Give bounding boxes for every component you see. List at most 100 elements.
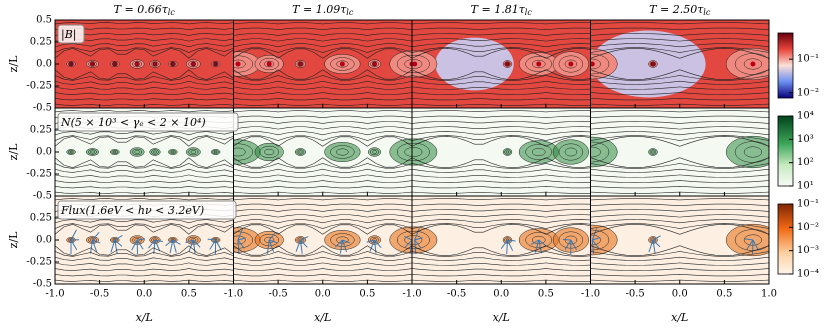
x-tick-label: -1.0: [224, 289, 243, 300]
field-line: [233, 75, 412, 81]
island-contour: [210, 61, 221, 67]
island-contour: [412, 147, 423, 157]
island-contour: [110, 61, 120, 67]
colorbar-tick-label: 10³: [797, 134, 814, 145]
flux-streak: [172, 239, 181, 245]
flux-streak: [648, 239, 654, 253]
field-line: [233, 48, 412, 59]
island-contour: [88, 149, 97, 155]
field-line: [412, 98, 591, 101]
x-tick-label: 0.5: [716, 289, 732, 300]
flux-streak: [530, 239, 539, 245]
field-line: [590, 256, 769, 261]
island-contour: [330, 57, 355, 71]
flux-streak: [92, 239, 98, 253]
field-line: [590, 214, 769, 218]
island-core: [339, 61, 345, 67]
y-tick-label: 0.25: [30, 37, 52, 48]
field-line: [233, 224, 412, 235]
island-contour: [590, 136, 618, 168]
column-title-main: T = 1.81τ: [471, 3, 526, 16]
colorbar-tick-label: 10⁻³: [797, 245, 819, 256]
flux-streak: [237, 228, 244, 241]
x-tick-label: 0.0: [136, 289, 152, 300]
field-line: [233, 33, 412, 36]
island: [412, 50, 437, 78]
field-line: [55, 98, 234, 101]
y-tick-label: 0.0: [36, 59, 52, 70]
island-contour: [372, 62, 377, 66]
y-tick-label: 0.0: [36, 235, 52, 246]
panel: [412, 196, 591, 284]
flux-streak: [92, 231, 100, 241]
island: [590, 225, 618, 255]
island-contour: [233, 59, 246, 69]
island-contour: [368, 147, 382, 157]
flux-streak: [114, 239, 118, 254]
colorbar-tick-label: 10²: [797, 157, 814, 168]
field-line: [412, 80, 591, 85]
island-core: [89, 61, 95, 67]
field-line: [55, 86, 234, 90]
x-tick-label: -1.0: [45, 289, 64, 300]
colorbar-tick-label: 10⁻¹: [797, 199, 819, 210]
colorbar: [777, 203, 794, 275]
field-line: [412, 27, 591, 30]
field-line: [55, 224, 234, 235]
field-line: [233, 274, 412, 277]
island-contour: [90, 62, 95, 66]
field-line: [412, 268, 591, 271]
field-line: [55, 168, 234, 173]
x-axis-label: x/L: [314, 311, 331, 324]
island-core: [170, 61, 176, 67]
field-line: [590, 115, 769, 118]
island-contour: [525, 232, 553, 248]
field-line: [590, 135, 769, 141]
field-line: [233, 121, 412, 124]
flux-streak: [131, 239, 138, 251]
island-contour: [734, 141, 769, 163]
field-line: [55, 157, 234, 168]
panel: [233, 20, 412, 108]
flux-streak: [752, 239, 759, 251]
island-contour: [531, 235, 546, 245]
field-line: [55, 136, 234, 147]
island: [726, 136, 769, 168]
field-line: [590, 219, 769, 224]
flux-streak: [414, 228, 420, 241]
colorbar-tick-label: 10⁻⁴: [797, 269, 819, 280]
field-line: [55, 198, 234, 201]
island-contour: [168, 61, 178, 67]
field-line: [412, 86, 591, 90]
flux-streak: [570, 239, 577, 251]
flux-streak: [744, 238, 754, 241]
field-line: [590, 80, 769, 85]
island-contour: [396, 230, 412, 250]
field-line: [233, 92, 412, 95]
island-contour: [412, 142, 430, 162]
panel: [590, 108, 769, 196]
flux-streak: [414, 237, 423, 241]
island-contour: [330, 145, 355, 159]
flux-streak: [335, 239, 343, 248]
flux-streak: [114, 239, 123, 247]
island-contour: [298, 150, 303, 154]
field-line: [412, 69, 591, 80]
flux-streak: [746, 239, 754, 250]
island-contour: [233, 143, 254, 161]
field-line: [233, 47, 412, 53]
island-contour: [502, 148, 513, 156]
y-tick-label: -0.25: [26, 81, 52, 92]
island-contour: [66, 61, 76, 67]
island-contour: [404, 59, 412, 69]
field-line: [233, 80, 412, 85]
island-contour: [67, 61, 75, 67]
flux-streak: [300, 236, 309, 241]
field-line: [412, 48, 591, 59]
field-line: [412, 126, 591, 130]
island-contour: [505, 150, 510, 154]
island: [389, 50, 412, 78]
flux-streak: [172, 239, 177, 253]
island-contour: [564, 147, 578, 157]
island-core: [590, 61, 595, 67]
